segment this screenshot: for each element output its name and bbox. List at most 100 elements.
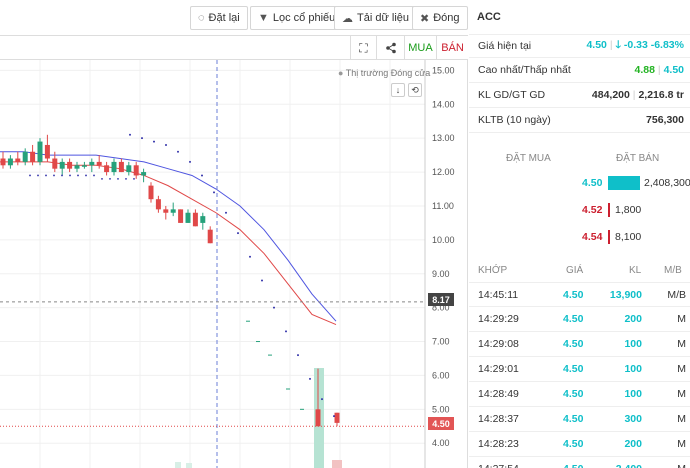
chart-canvas: 15.00 14.00 13.00 12.00 11.00 10.00 9.00 8.00 7.… xyxy=(0,60,455,468)
high-low-label: Cao nhất/Thấp nhất xyxy=(478,64,571,76)
filter-icon: ▼ xyxy=(258,12,269,24)
share-button[interactable] xyxy=(376,36,404,60)
candle-body xyxy=(89,161,95,166)
trade-price: 4.50 xyxy=(563,388,584,400)
high-low-row: Cao nhất/Thấp nhất 4.88 | 4.50 xyxy=(469,58,690,83)
volume-bar xyxy=(332,460,342,468)
status-dot-icon: ● xyxy=(338,68,346,78)
sar-dot xyxy=(225,211,227,214)
candle-body xyxy=(0,158,6,166)
trade-side: M xyxy=(677,388,686,400)
change-value: -0.33 xyxy=(623,39,648,51)
trade-row: 14:29:08 4.50 100 M xyxy=(469,332,690,357)
last-price-tag: 4.50 xyxy=(428,417,454,430)
candle-body xyxy=(148,185,154,200)
chart-subbar: ⛶ MUA BÁN xyxy=(0,36,468,60)
trade-time: 14:29:08 xyxy=(478,338,519,350)
stock-symbol: ACC xyxy=(477,11,501,23)
y-tick-label: 10.00 xyxy=(432,235,455,245)
y-tick-label: 11.00 xyxy=(432,201,454,211)
orderbook-price: 4.52 xyxy=(582,204,603,216)
y-tick-label: 7.00 xyxy=(432,337,450,347)
orderbook-row[interactable]: 4.50 2,408,300 xyxy=(469,172,690,194)
reset-icon: ◌ xyxy=(198,12,205,24)
sar-dot xyxy=(61,174,63,177)
volume-value: 484,200 xyxy=(591,89,630,101)
orderbook-row[interactable]: 4.52 1,800 xyxy=(469,199,690,221)
y-tick-label: 15.00 xyxy=(432,65,455,75)
trade-time: 14:29:01 xyxy=(478,363,519,375)
download-data-button[interactable]: ☁ Tải dữ liệu xyxy=(334,6,417,30)
share-icon xyxy=(385,42,396,54)
high-value: 4.88 xyxy=(634,64,655,76)
trade-price: 4.50 xyxy=(563,338,584,350)
sar-dot xyxy=(45,174,47,177)
crosshair-price-tag: 8.17 xyxy=(428,293,454,306)
avg-volume-value: 756,300 xyxy=(646,114,684,126)
sar-dot xyxy=(69,174,71,177)
candle-body xyxy=(141,172,147,176)
ma-line-red xyxy=(0,161,337,326)
orderbook-volume-bar xyxy=(608,230,610,244)
fullscreen-icon: ⛶ xyxy=(359,40,368,55)
trade-qty: 13,900 xyxy=(609,288,642,301)
candle-body xyxy=(22,151,28,162)
sar-dot xyxy=(53,174,55,177)
close-button[interactable]: ✖ Đóng xyxy=(412,6,468,30)
trade-row: 14:28:23 4.50 200 M xyxy=(469,432,690,457)
orderbook-qty: 8,100 xyxy=(615,231,642,243)
orderbook-price: 4.54 xyxy=(582,231,603,243)
trades-time-header: KHỚP xyxy=(478,265,508,276)
download-label: Tải dữ liệu xyxy=(357,12,409,24)
candle-body xyxy=(74,165,80,169)
trade-side: M xyxy=(677,313,686,325)
volume-value-row: KL GD/GT GD 484,200 | 2,216.8 tr xyxy=(469,83,690,108)
chart-panel: ◌ Đặt lại ▼ Lọc cổ phiếu ☁ Tải dữ liệu ✖… xyxy=(0,0,468,468)
trade-qty: 200 xyxy=(624,438,642,450)
close-icon: ✖ xyxy=(420,12,430,25)
candle-body xyxy=(52,158,58,169)
refresh-button[interactable]: ⟲ xyxy=(408,83,422,97)
close-label: Đóng xyxy=(433,12,460,24)
ask-header: ĐẶT BÁN xyxy=(616,153,660,164)
trade-price: 4.50 xyxy=(563,313,584,325)
avg-volume-label: KLTB (10 ngày) xyxy=(478,114,551,126)
volume-bar xyxy=(186,463,192,468)
orderbook-row[interactable]: 4.54 8,100 xyxy=(469,226,690,248)
trade-qty: 100 xyxy=(624,363,642,375)
sar-dot xyxy=(77,174,79,177)
reset-button[interactable]: ◌ Đặt lại xyxy=(190,6,248,30)
trade-side: M/B xyxy=(667,288,686,301)
sar-dot xyxy=(93,174,95,177)
filter-stocks-button[interactable]: ▼ Lọc cổ phiếu xyxy=(250,6,344,30)
candle-body xyxy=(111,161,117,173)
trade-qty: 100 xyxy=(624,388,642,400)
sar-dot xyxy=(29,174,31,177)
y-tick-label: 12.00 xyxy=(432,167,455,177)
sar-dot xyxy=(333,415,335,418)
trade-side: M xyxy=(677,463,686,468)
sar-dot xyxy=(273,306,275,309)
candle-body xyxy=(44,144,50,159)
trade-row: 14:29:29 4.50 200 M xyxy=(469,307,690,332)
sar-dot xyxy=(153,140,155,143)
orderbook-volume-bar xyxy=(608,203,610,217)
price-chart[interactable]: 15.00 14.00 13.00 12.00 11.00 10.00 9.00 8.00 7.… xyxy=(0,60,468,468)
chart-toolbar: ◌ Đặt lại ▼ Lọc cổ phiếu ☁ Tải dữ liệu ✖… xyxy=(0,0,468,36)
sar-dot xyxy=(129,133,131,136)
y-tick-label: 6.00 xyxy=(432,370,450,380)
current-price-row: Giá hiện tại 4.50 | 🡓 -0.33 -6.83% xyxy=(469,34,690,58)
market-status: ● Thị trường Đóng cửa xyxy=(338,68,430,78)
sar-dot xyxy=(297,354,299,357)
sar-dot xyxy=(117,177,119,180)
fullscreen-button[interactable]: ⛶ xyxy=(350,36,376,60)
trades-side-header: M/B xyxy=(664,265,682,276)
trade-qty: 200 xyxy=(624,313,642,325)
buy-button[interactable]: MUA xyxy=(404,36,436,60)
trade-time: 14:29:29 xyxy=(478,313,519,325)
market-status-label: Thị trường Đóng cửa xyxy=(345,68,431,78)
sell-button[interactable]: BÁN xyxy=(436,36,468,60)
bid-header: ĐẶT MUA xyxy=(506,153,551,164)
scroll-down-button[interactable]: ↓ xyxy=(391,83,405,97)
sar-dot xyxy=(309,377,311,380)
